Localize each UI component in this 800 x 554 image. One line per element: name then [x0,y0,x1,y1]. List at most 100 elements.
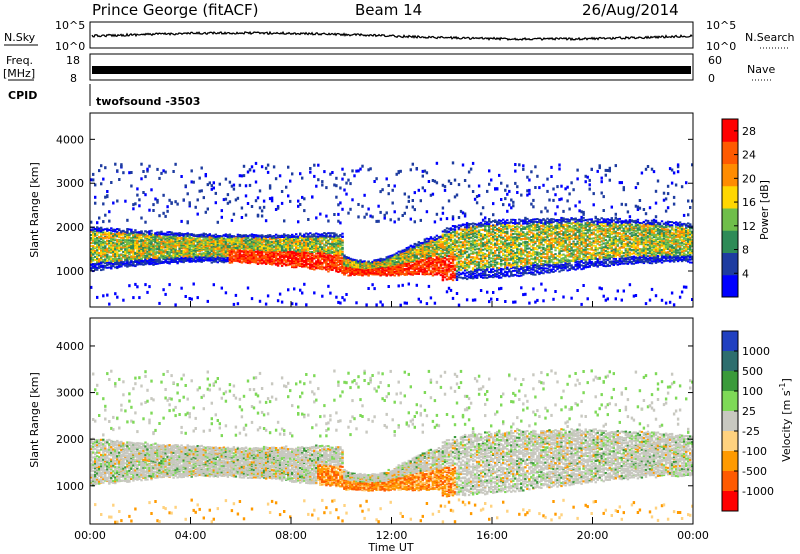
power-cell [138,236,140,238]
power-cell [164,215,166,218]
power-cell [164,293,166,296]
power-cell [100,182,102,185]
power-cell [118,245,120,247]
power-cell [128,284,130,287]
power-cell [104,245,106,247]
power-cell [146,291,148,294]
nave-label: Nave [747,63,775,76]
power-cell [158,302,160,305]
power-cell [116,200,118,203]
power-cell [100,265,102,267]
power-cell [164,171,166,174]
power-cell [106,194,108,197]
power-cell [130,185,132,188]
power-cell [221,247,223,249]
power-cell [100,255,102,257]
power-cell [118,239,120,241]
power-cell [160,236,162,238]
power-cell [231,253,233,255]
power-cell [162,212,164,215]
power-cell [180,287,182,290]
power-cell [138,238,140,240]
power-cell [118,254,120,256]
power-cell [140,177,142,180]
power-cell [132,207,134,210]
power-cell [100,249,102,251]
power-cell [134,202,136,205]
power-cell [136,285,138,288]
power-cell [138,250,140,252]
power-cell [140,230,142,232]
power-cell [142,170,144,173]
power-cell [183,198,185,201]
power-cell [193,283,195,286]
power-cell [166,205,168,208]
power-cell [229,200,231,203]
power-cell [150,188,152,191]
power-cell [116,169,118,172]
power-cell [138,252,140,254]
power-cell [138,240,140,242]
power-cell [221,243,223,245]
power-cell [122,299,124,302]
power-cell [160,231,162,233]
power-cell [162,288,164,291]
power-cell [227,193,229,196]
power-cell [207,300,209,303]
power-cell [225,178,227,181]
power-cell [221,209,223,212]
power-cell [158,177,160,180]
power-cell [140,163,142,166]
power-cell [118,243,120,245]
power-cell [191,169,193,172]
power-cell [180,257,182,259]
power-cell [94,196,96,199]
power-cell [180,242,182,244]
freq-tick-top: 18 [66,54,80,67]
power-cell [102,294,104,297]
nsearch-label: N.Search [745,31,795,44]
power-cell [96,221,98,224]
power-cell [148,209,150,212]
power-cell [100,247,102,249]
power-cell [144,175,146,178]
power-cell [229,181,231,184]
power-cell [104,214,106,217]
power-cell [160,251,162,253]
power-cell [138,262,140,264]
power-cell [114,292,116,295]
power-cell [130,171,132,174]
power-cell [118,257,120,259]
power-cell [233,184,235,187]
power-cell [118,246,120,248]
power-cell [158,214,160,217]
power-cell [160,257,162,259]
power-cell [185,295,187,298]
power-cell [156,168,158,171]
power-cell [138,248,140,250]
power-cell [160,243,162,245]
power-cell [187,192,189,195]
power-cell [94,183,96,186]
power-cell [166,210,168,213]
power-cell [160,232,162,234]
power-cell [108,303,110,306]
power-cell [156,199,158,202]
nsky-panel: N.Sky 10^5 10^0 10^5 10^0 N.Search [4,19,795,53]
power-cell [160,172,162,175]
power-cell [231,219,233,222]
power-cell [233,213,235,216]
power-cell [221,235,223,237]
power-cell [225,291,227,294]
power-cell [160,246,162,248]
power-cell [199,177,201,180]
radar-summary-plot: Prince George (fitACF) Beam 14 26/Aug/20… [0,0,800,554]
nave-series-band [92,66,691,74]
power-cell [138,296,140,299]
power-cell [213,187,215,190]
power-cell [98,169,100,172]
power-cell [124,200,126,203]
power-cell [201,257,203,259]
power-cell [100,262,102,264]
nsky-right-tick-bottom: 10^0 [706,40,736,53]
